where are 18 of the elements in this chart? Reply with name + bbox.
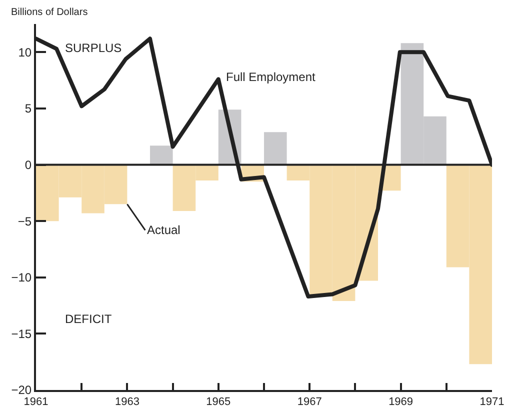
y-tick-label: 0 <box>24 158 32 172</box>
series-label: Actual <box>147 223 180 237</box>
y-tick-label: 5 <box>24 102 32 116</box>
y-tick-label: −10 <box>11 270 32 285</box>
y-tick-label: −15 <box>11 326 32 341</box>
y-tick-label: −20 <box>11 383 32 398</box>
annotation: SURPLUS <box>65 41 122 55</box>
series-label: Full Employment <box>226 70 316 84</box>
x-tick-label: 1969 <box>388 396 414 406</box>
y-tick-label: −5 <box>18 214 32 228</box>
annotation: DEFICIT <box>65 312 112 326</box>
x-tick-label: 1971 <box>480 396 504 406</box>
x-tick-label: 1963 <box>114 396 140 406</box>
x-tick-label: 1965 <box>206 396 231 406</box>
y-axis-title: Billions of Dollars <box>11 7 88 18</box>
y-tick-label: 10 <box>18 45 32 60</box>
x-tick-label: 1961 <box>24 396 48 406</box>
x-tick-label: 1967 <box>297 396 322 406</box>
